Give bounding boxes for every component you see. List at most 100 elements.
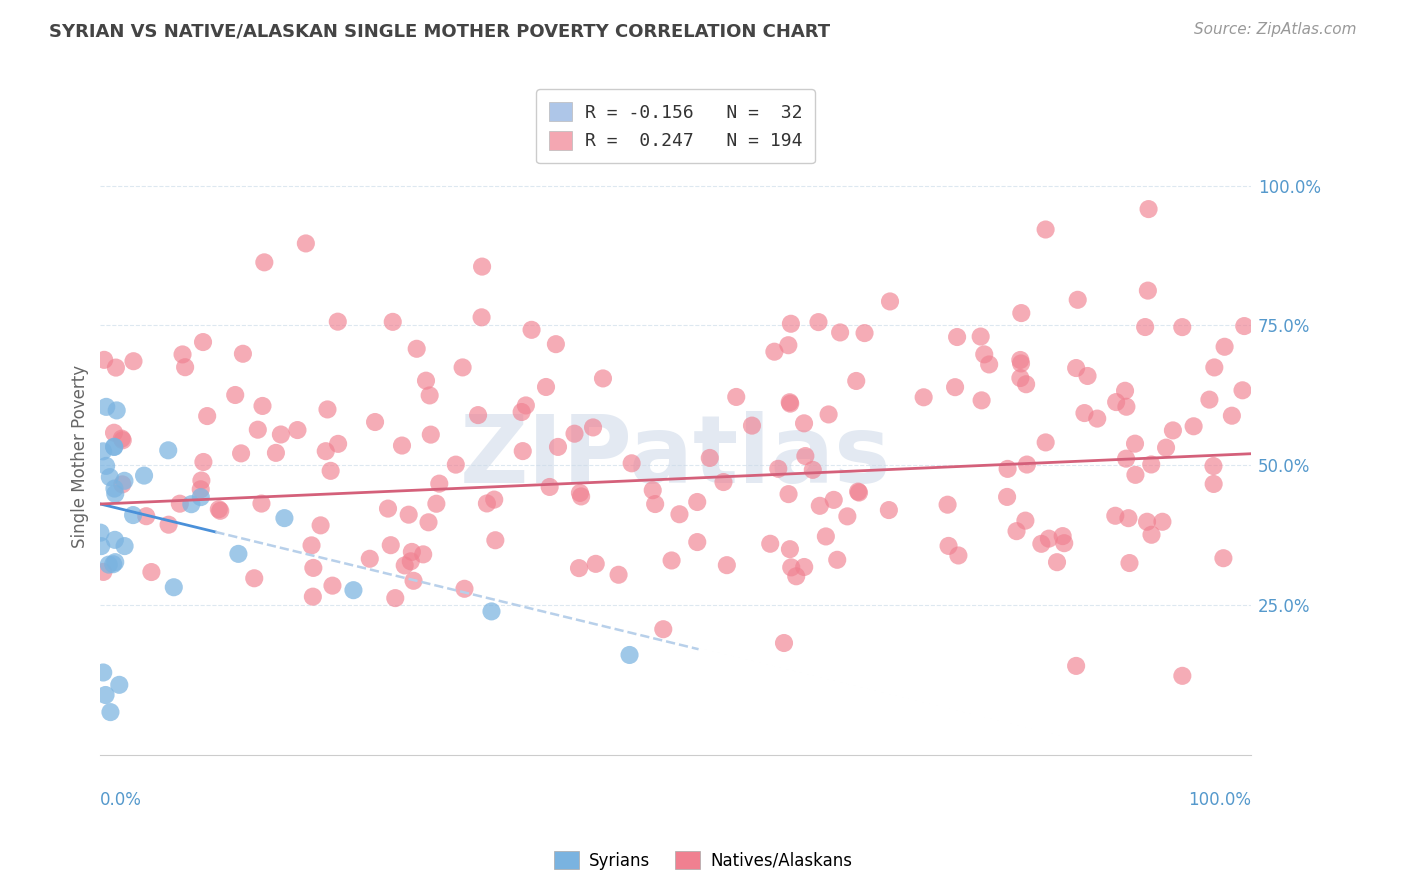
Point [846, 484, 869, 499]
Point [1118, 556, 1140, 570]
Point [1140, 458, 1163, 472]
Point [309, 518, 332, 533]
Point [111, 434, 134, 448]
Point [415, 374, 437, 388]
Point [1171, 320, 1194, 334]
Point [1031, 537, 1053, 551]
Point [103, 558, 125, 572]
Y-axis label: Single Mother Poverty: Single Mother Poverty [72, 365, 89, 548]
Point [103, 440, 125, 454]
Point [1035, 222, 1057, 236]
Point [122, 508, 145, 522]
Point [326, 315, 349, 329]
Point [104, 555, 127, 569]
Point [520, 323, 543, 337]
Point [938, 539, 960, 553]
Point [381, 315, 404, 329]
Point [1220, 409, 1243, 423]
Point [779, 395, 801, 409]
Legend: Syrians, Natives/Alaskans: Syrians, Natives/Alaskans [547, 845, 859, 877]
Point [104, 533, 127, 547]
Point [425, 497, 447, 511]
Point [384, 591, 406, 606]
Point [359, 551, 381, 566]
Point [141, 565, 163, 579]
Point [582, 420, 605, 434]
Point [169, 497, 191, 511]
Point [302, 561, 325, 575]
Point [195, 409, 218, 423]
Point [405, 342, 427, 356]
Point [1152, 515, 1174, 529]
Point [302, 590, 325, 604]
Point [773, 636, 796, 650]
Point [592, 371, 614, 385]
Point [190, 474, 212, 488]
Point [515, 399, 537, 413]
Point [89, 525, 111, 540]
Text: Source: ZipAtlas.com: Source: ZipAtlas.com [1194, 22, 1357, 37]
Point [1064, 361, 1087, 376]
Point [342, 583, 364, 598]
Text: ZIPatlas: ZIPatlas [460, 410, 891, 502]
Point [716, 558, 738, 573]
Point [419, 388, 441, 402]
Point [418, 516, 440, 530]
Point [1076, 368, 1098, 383]
Point [1115, 451, 1137, 466]
Point [193, 455, 215, 469]
Point [1010, 371, 1032, 385]
Point [1233, 319, 1256, 334]
Point [481, 604, 503, 618]
Point [779, 397, 801, 411]
Point [377, 501, 399, 516]
Point [1105, 395, 1128, 409]
Point [224, 388, 246, 402]
Point [96, 400, 118, 414]
Point [232, 347, 254, 361]
Point [1140, 528, 1163, 542]
Point [1064, 659, 1087, 673]
Point [544, 337, 567, 351]
Point [801, 463, 824, 477]
Point [794, 449, 817, 463]
Point [879, 294, 901, 309]
Point [607, 567, 630, 582]
Point [779, 542, 801, 557]
Point [1010, 353, 1032, 368]
Point [427, 476, 450, 491]
Point [668, 508, 690, 522]
Point [569, 490, 592, 504]
Point [948, 549, 970, 563]
Point [1118, 511, 1140, 525]
Point [619, 648, 641, 662]
Point [823, 492, 845, 507]
Point [398, 508, 420, 522]
Point [315, 444, 337, 458]
Point [105, 403, 128, 417]
Point [686, 495, 709, 509]
Point [301, 538, 323, 552]
Point [91, 665, 114, 680]
Point [484, 533, 506, 548]
Point [250, 497, 273, 511]
Point [725, 390, 748, 404]
Point [471, 310, 494, 325]
Point [943, 380, 966, 394]
Point [103, 440, 125, 454]
Point [471, 260, 494, 274]
Point [1202, 477, 1225, 491]
Point [163, 580, 186, 594]
Point [793, 417, 815, 431]
Point [104, 487, 127, 501]
Point [1005, 524, 1028, 538]
Point [780, 317, 803, 331]
Point [538, 480, 561, 494]
Point [995, 490, 1018, 504]
Point [295, 236, 318, 251]
Point [1133, 320, 1156, 334]
Point [93, 565, 115, 579]
Point [877, 503, 900, 517]
Point [264, 446, 287, 460]
Point [157, 443, 180, 458]
